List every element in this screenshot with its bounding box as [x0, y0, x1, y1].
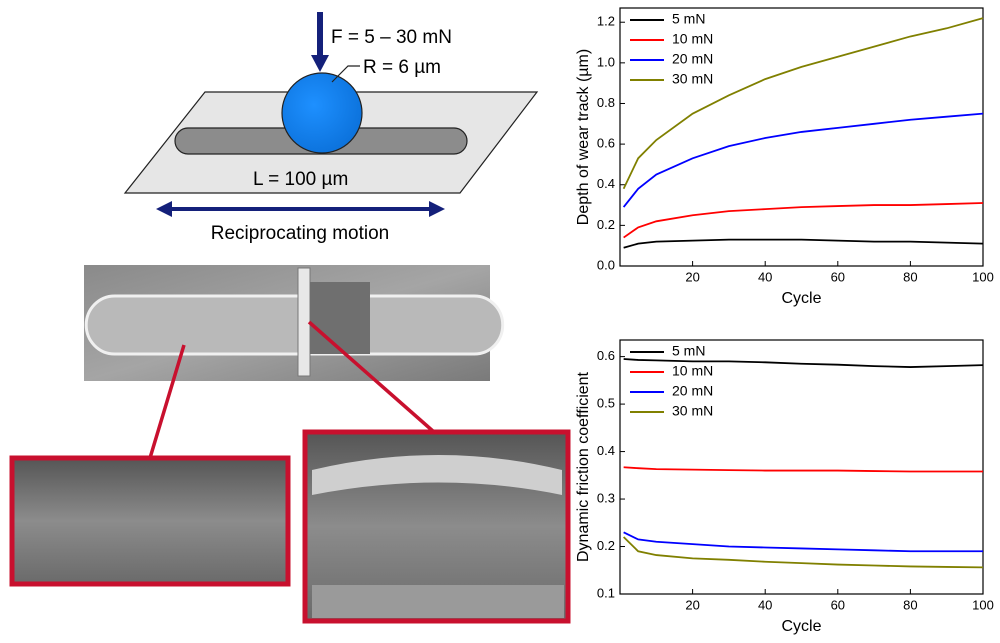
x-tick-label: 100 — [972, 269, 994, 284]
legend-label: 5 mN — [672, 11, 705, 27]
data-line — [623, 531, 983, 553]
legend-label: 5 mN — [672, 343, 705, 359]
motion-arrowhead — [429, 201, 445, 217]
y-tick-label: 0.8 — [597, 95, 615, 110]
x-tick-label: 60 — [831, 597, 845, 612]
x-tick-label: 40 — [758, 597, 772, 612]
x-tick-label: 20 — [685, 269, 699, 284]
x-axis-label: Cycle — [781, 618, 821, 635]
data-line — [623, 466, 983, 473]
data-line — [622, 112, 984, 208]
x-tick-label: 20 — [685, 597, 699, 612]
y-tick-label: 0.0 — [597, 257, 615, 272]
sem-track — [84, 294, 505, 356]
x-tick-label: 40 — [758, 269, 772, 284]
x-tick-label: 80 — [903, 269, 917, 284]
sem-coating — [312, 455, 562, 495]
plot-frame — [619, 7, 984, 267]
radius-leader — [331, 65, 360, 83]
y-tick-label: 0.1 — [597, 585, 615, 600]
data-line — [622, 17, 984, 190]
data-line — [622, 536, 984, 569]
y-tick-label: 0.5 — [597, 396, 615, 411]
sem-debris — [312, 585, 564, 618]
legend-label: 10 mN — [672, 363, 713, 379]
y-tick-label: 0.2 — [597, 217, 615, 232]
x-axis-label: Cycle — [781, 290, 821, 307]
x-tick-label: 80 — [903, 597, 917, 612]
schematic: F = 5 – 30 mN R = 6 µm L = 100 µm Recipr… — [123, 12, 539, 244]
data-line — [623, 238, 984, 249]
length-label: L = 100 µm — [253, 169, 348, 190]
motion-arrowhead — [156, 201, 172, 217]
legend-label: 30 mN — [672, 71, 713, 87]
force-arrowhead — [311, 55, 329, 72]
y-tick-label: 1.2 — [597, 14, 615, 29]
motion-label: Reciprocating motion — [211, 223, 389, 244]
legend-label: 30 mN — [672, 403, 713, 419]
y-axis-label: Dynamic friction coefficient — [575, 371, 592, 562]
x-tick-label: 100 — [972, 597, 994, 612]
legend-label: 20 mN — [672, 383, 713, 399]
callout-line — [148, 344, 186, 459]
legend-label: 20 mN — [672, 51, 713, 67]
sem-cross-section — [310, 282, 370, 354]
y-tick-label: 0.2 — [597, 538, 615, 553]
y-tick-label: 0.6 — [597, 136, 615, 151]
ball — [281, 72, 363, 154]
data-line — [623, 358, 984, 368]
data-line — [623, 202, 984, 239]
y-axis-label: Depth of wear track (µm) — [575, 49, 592, 225]
callout-line — [307, 320, 436, 434]
y-tick-label: 0.4 — [597, 176, 615, 191]
sem-images — [9, 265, 571, 624]
y-tick-label: 1.0 — [597, 54, 615, 69]
y-tick-label: 0.6 — [597, 348, 615, 363]
plot-frame — [619, 339, 984, 595]
force-label: F = 5 – 30 mN — [331, 27, 452, 48]
sem-inset-track — [9, 455, 291, 587]
sem-fib-cut — [297, 267, 311, 377]
x-tick-label: 60 — [831, 269, 845, 284]
radius-label: R = 6 µm — [363, 57, 441, 78]
y-tick-label: 0.3 — [597, 490, 615, 505]
legend-label: 10 mN — [672, 31, 713, 47]
y-tick-label: 0.4 — [597, 443, 615, 458]
